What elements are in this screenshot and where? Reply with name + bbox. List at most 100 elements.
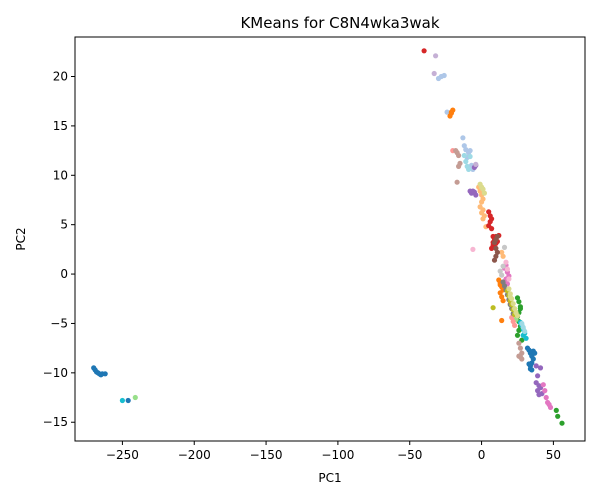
y-tick-label: −5 xyxy=(50,316,68,330)
x-tick-label: −150 xyxy=(250,448,283,462)
data-point xyxy=(540,382,546,388)
data-point xyxy=(503,259,509,265)
data-point xyxy=(461,152,467,159)
data-point xyxy=(494,249,500,255)
data-point xyxy=(517,345,524,351)
data-point xyxy=(119,397,125,404)
y-tick-label: 20 xyxy=(53,70,68,84)
data-point xyxy=(456,163,462,169)
data-point xyxy=(537,365,544,371)
data-point xyxy=(491,257,498,263)
x-tick-label: 50 xyxy=(546,448,561,462)
data-point xyxy=(466,166,472,172)
data-point xyxy=(486,209,492,215)
data-point xyxy=(514,332,521,338)
data-point xyxy=(510,301,516,307)
plot-area-frame xyxy=(74,36,586,442)
data-point xyxy=(536,392,542,398)
data-point xyxy=(500,279,506,285)
data-point xyxy=(530,356,536,362)
y-tick-label: 5 xyxy=(60,218,68,232)
data-point xyxy=(522,328,528,334)
data-point xyxy=(441,72,447,79)
data-point xyxy=(514,295,521,301)
data-point xyxy=(533,380,539,386)
data-point xyxy=(500,253,506,259)
data-point xyxy=(516,327,522,333)
data-point xyxy=(497,268,503,274)
data-point xyxy=(517,304,524,310)
data-point xyxy=(519,320,525,327)
data-point xyxy=(535,388,541,394)
data-point xyxy=(501,283,508,289)
data-point xyxy=(499,317,505,324)
data-point xyxy=(514,313,521,319)
data-point xyxy=(520,332,526,338)
data-point xyxy=(132,394,138,401)
x-tick-label: 0 xyxy=(478,448,486,462)
data-point xyxy=(507,294,513,300)
data-point xyxy=(461,143,467,149)
data-point xyxy=(543,394,549,401)
data-point xyxy=(501,244,508,250)
data-point xyxy=(555,413,561,419)
data-point xyxy=(421,48,427,54)
data-point xyxy=(433,53,439,59)
data-point xyxy=(511,306,518,312)
data-point xyxy=(547,404,554,410)
data-point xyxy=(481,190,487,196)
data-point xyxy=(489,245,495,251)
y-tick-label: 15 xyxy=(53,119,68,133)
x-tick-label: −250 xyxy=(106,448,139,462)
data-point xyxy=(463,158,469,165)
data-point xyxy=(532,350,538,356)
data-point xyxy=(499,249,505,255)
data-point xyxy=(516,340,522,346)
data-point xyxy=(499,294,505,300)
data-point xyxy=(487,219,493,225)
data-point xyxy=(493,245,499,251)
data-point xyxy=(499,272,505,278)
data-point xyxy=(480,216,486,222)
data-point xyxy=(470,246,476,252)
data-point xyxy=(504,266,510,272)
y-tick-label: 0 xyxy=(60,267,68,281)
data-point xyxy=(533,363,539,369)
data-point xyxy=(489,226,495,232)
data-point xyxy=(559,420,565,426)
x-axis-ticks: −250 −200 −150 −100 −50 0 50 xyxy=(106,441,561,462)
data-point xyxy=(493,253,499,259)
data-point xyxy=(506,286,512,292)
data-point xyxy=(519,356,525,362)
data-point xyxy=(454,179,460,185)
y-axis-ticks: −15 −10 −5 0 5 10 15 20 xyxy=(43,70,75,429)
data-point xyxy=(456,152,462,159)
data-point xyxy=(125,397,131,404)
data-point xyxy=(506,276,512,282)
data-point xyxy=(500,263,506,269)
data-point xyxy=(460,135,466,141)
data-point xyxy=(510,318,516,325)
x-tick-label: −200 xyxy=(178,448,211,462)
data-point xyxy=(490,305,496,311)
x-tick-label: −50 xyxy=(397,448,422,462)
data-point xyxy=(480,186,486,192)
y-tick-label: 10 xyxy=(53,168,68,182)
data-point xyxy=(102,371,108,377)
data-point xyxy=(526,361,532,367)
data-point xyxy=(479,199,485,205)
data-point xyxy=(493,236,499,243)
y-axis-label: PC2 xyxy=(14,227,28,250)
x-tick-label: −100 xyxy=(321,448,354,462)
x-axis-label: PC1 xyxy=(318,471,341,485)
chart-title: KMeans for C8N4wka3wak xyxy=(240,14,439,32)
data-point xyxy=(473,192,479,198)
data-point xyxy=(511,322,518,328)
data-point xyxy=(542,388,548,394)
data-point xyxy=(467,153,473,160)
data-point xyxy=(529,367,535,373)
y-tick-label: −10 xyxy=(43,366,68,380)
data-point xyxy=(444,109,450,115)
